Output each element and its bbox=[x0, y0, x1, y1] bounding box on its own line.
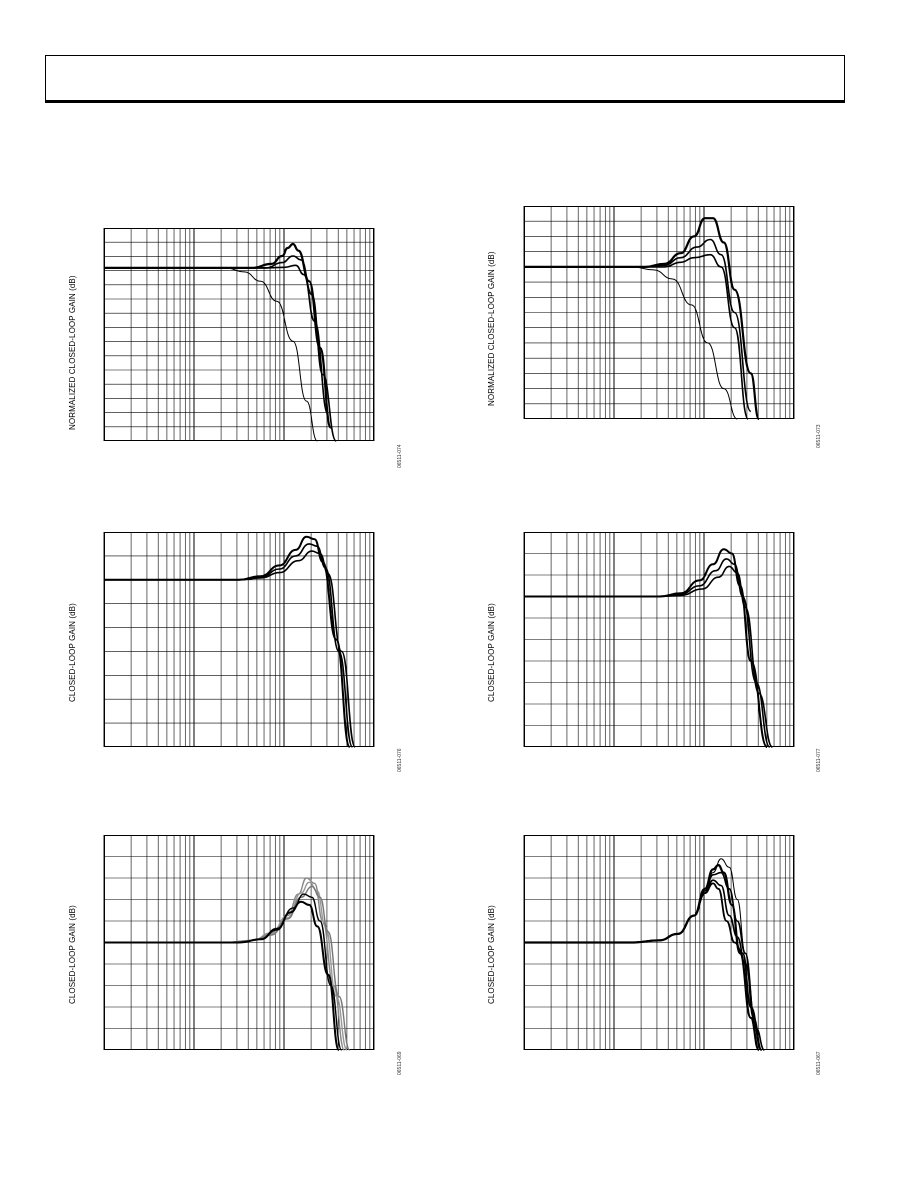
y-axis-label: CLOSED-LOOP GAIN (dB) bbox=[68, 905, 77, 1004]
plot-area bbox=[523, 206, 795, 421]
plot-area bbox=[523, 532, 795, 748]
series-line-2 bbox=[524, 238, 752, 413]
series-line-3 bbox=[524, 253, 749, 420]
chart-p5 bbox=[103, 835, 375, 1051]
y-axis-label: NORMALIZED CLOSED-LOOP GAIN (dB) bbox=[487, 251, 496, 406]
figure-id: 06511-077 bbox=[816, 748, 822, 772]
series-line-3 bbox=[104, 550, 356, 748]
chart-p1 bbox=[103, 228, 375, 442]
plot-frame bbox=[104, 228, 374, 441]
series-line-2 bbox=[103, 255, 337, 442]
figure-id: 06511-074 bbox=[397, 444, 403, 468]
plot-area bbox=[103, 228, 375, 442]
page-header-box bbox=[45, 55, 845, 103]
plot-area bbox=[523, 835, 795, 1052]
series-line-1 bbox=[103, 242, 332, 429]
figure-id: 06511-069 bbox=[397, 1051, 403, 1075]
figure-id: 06511-067 bbox=[816, 1051, 822, 1075]
series-line-2 bbox=[104, 543, 354, 748]
chart-p6 bbox=[523, 835, 795, 1052]
series-line-3 bbox=[524, 565, 774, 748]
plot-area bbox=[103, 835, 375, 1051]
series-line-5 bbox=[104, 893, 343, 1051]
plot-area bbox=[103, 532, 375, 748]
figure-id: 06511-073 bbox=[816, 424, 822, 448]
series-line-1 bbox=[523, 548, 768, 748]
series-line-4 bbox=[524, 266, 738, 420]
y-axis-label: CLOSED-LOOP GAIN (dB) bbox=[68, 603, 77, 702]
chart-p2 bbox=[523, 206, 795, 421]
series-line-1 bbox=[104, 535, 351, 748]
plot-frame bbox=[104, 532, 374, 747]
series-line-4 bbox=[103, 267, 318, 442]
series-line-3 bbox=[524, 879, 765, 1051]
chart-p4 bbox=[523, 532, 795, 748]
series-line-5 bbox=[524, 882, 763, 1051]
series-line-2 bbox=[524, 558, 771, 748]
y-axis-label: CLOSED-LOOP GAIN (dB) bbox=[487, 603, 496, 702]
series-line-3 bbox=[103, 264, 329, 416]
figure-id: 06511-076 bbox=[397, 748, 403, 772]
series-line-4 bbox=[104, 900, 340, 1051]
y-axis-label: CLOSED-LOOP GAIN (dB) bbox=[487, 905, 496, 1004]
chart-p3 bbox=[103, 532, 375, 748]
y-axis-label: NORMALIZED CLOSED-LOOP GAIN (dB) bbox=[68, 275, 77, 430]
